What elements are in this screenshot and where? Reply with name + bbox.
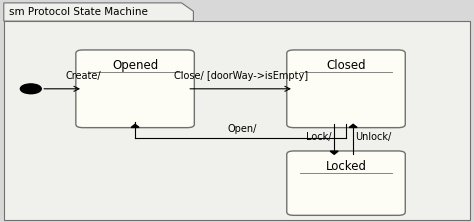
Polygon shape bbox=[4, 3, 193, 21]
Text: Closed: Closed bbox=[326, 59, 366, 72]
Text: Open/: Open/ bbox=[227, 124, 256, 134]
Text: Locked: Locked bbox=[326, 160, 366, 173]
Text: Close/ [doorWay->isEmpty]: Close/ [doorWay->isEmpty] bbox=[174, 71, 308, 81]
Polygon shape bbox=[131, 124, 139, 127]
Text: Unlock/: Unlock/ bbox=[356, 132, 392, 142]
Polygon shape bbox=[349, 124, 357, 127]
Text: Create/: Create/ bbox=[65, 71, 101, 81]
Text: Lock/: Lock/ bbox=[306, 132, 332, 142]
FancyBboxPatch shape bbox=[287, 151, 405, 215]
Text: Opened: Opened bbox=[112, 59, 158, 72]
Circle shape bbox=[20, 84, 41, 94]
Bar bbox=[4, 21, 470, 220]
FancyBboxPatch shape bbox=[76, 50, 194, 128]
Polygon shape bbox=[330, 151, 338, 154]
FancyBboxPatch shape bbox=[287, 50, 405, 128]
Text: sm Protocol State Machine: sm Protocol State Machine bbox=[9, 7, 148, 17]
